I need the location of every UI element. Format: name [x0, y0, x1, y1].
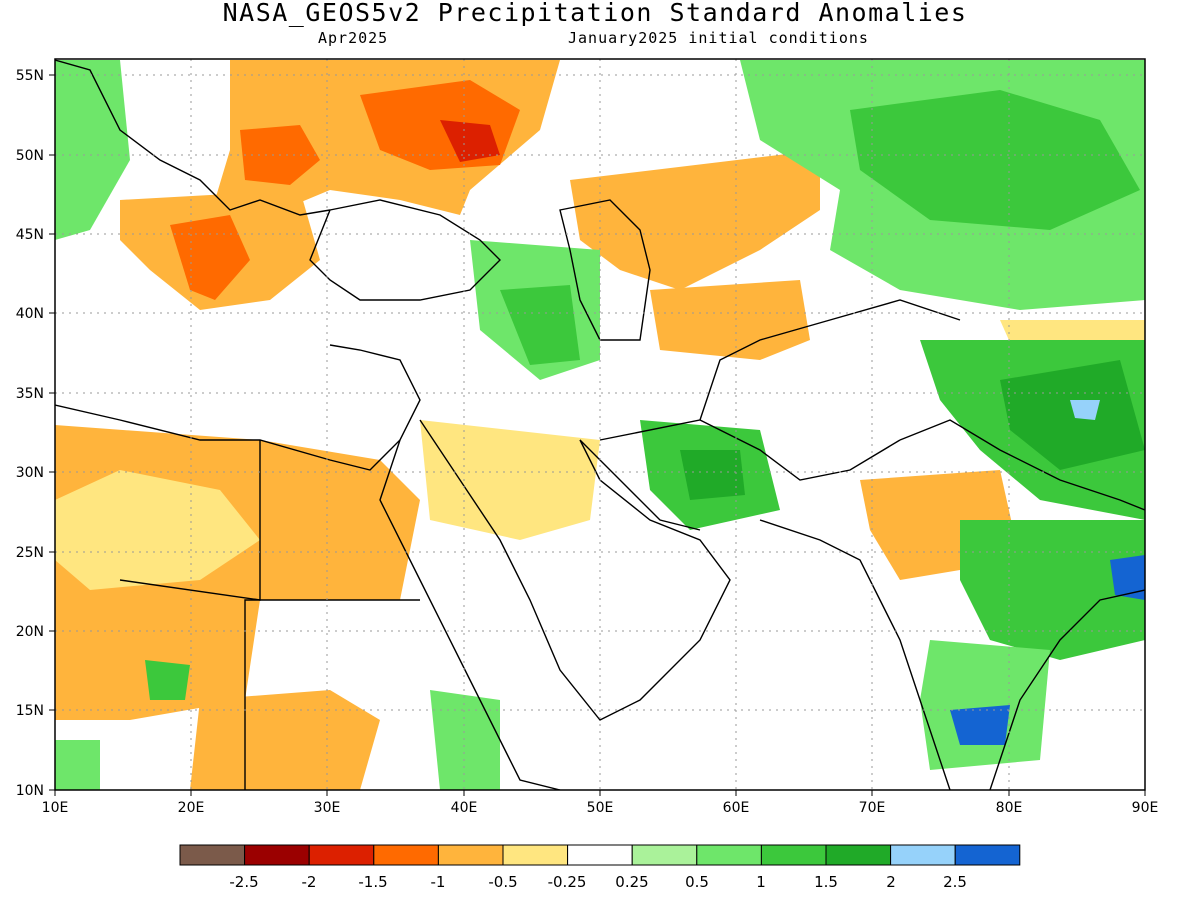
arabia-coast [419, 419, 731, 721]
ethiopia-wet-patch [430, 690, 500, 790]
colorbar-swatch [308, 844, 375, 866]
arabia-dry-light [420, 420, 600, 540]
med-south-coast [55, 344, 421, 471]
black-sea-coast [309, 199, 501, 301]
colorbar-swatch [567, 844, 633, 866]
colorbar-label: -0.25 [548, 873, 587, 891]
valid-month-label: Apr2025 [318, 29, 389, 47]
lat-label: 10N [16, 783, 44, 799]
lon-label: 20E [178, 800, 205, 816]
lon-label: 10E [42, 800, 69, 816]
colorbar-label: 2.5 [943, 873, 967, 891]
lat-label: 45N [16, 227, 44, 243]
lat-label: 15N [16, 703, 44, 719]
balkans-dry-core [170, 215, 250, 300]
sudan-dry-patch [190, 690, 380, 790]
colorbar-swatch [502, 844, 569, 866]
chad-wet-patch [145, 660, 190, 700]
colorbar [179, 844, 1021, 866]
tibet-wet-peak [1070, 400, 1100, 420]
caspian-coast [559, 199, 651, 341]
bangladesh-wet-core [1110, 555, 1145, 600]
lat-label: 25N [16, 545, 44, 561]
central-asia-border [699, 299, 961, 421]
map-title: NASA_GEOS5v2 Precipitation Standard Anom… [222, 0, 968, 27]
lon-label: 30E [314, 800, 341, 816]
red-sea-west-coast [379, 439, 561, 790]
lon-label: 50E [587, 800, 614, 816]
axis-ticks [49, 74, 1146, 796]
turkmen-dry-patch [650, 280, 810, 360]
colorbar-labels: -2.5 -2 -1.5 -1 -0.5 -0.25 0.25 0.5 1 1.… [229, 873, 967, 891]
central-asia-wet-core [850, 90, 1140, 230]
iran-border [599, 419, 901, 481]
libya-egypt-border [244, 440, 261, 790]
lon-label: 60E [723, 800, 750, 816]
south-india-wet-patch [920, 640, 1050, 770]
colorbar-swatch [179, 844, 246, 866]
lat-label: 30N [16, 465, 44, 481]
grid-lines [55, 59, 1145, 790]
lon-label: 70E [859, 800, 886, 816]
colorbar-label: 0.5 [685, 873, 709, 891]
lat-label: 50N [16, 148, 44, 164]
colorbar-label: -0.5 [488, 873, 517, 891]
colorbar-swatch [825, 844, 892, 866]
colorbar-swatch [631, 844, 698, 866]
anomaly-field [55, 59, 1145, 790]
tibet-wet-core [1000, 360, 1145, 470]
lon-label: 80E [996, 800, 1023, 816]
lon-label: 90E [1132, 800, 1159, 816]
lat-label: 40N [16, 306, 44, 322]
sahel-wet-patch [55, 740, 100, 790]
kazakh-dry-patch [570, 150, 820, 290]
colorbar-label: 1.5 [814, 873, 838, 891]
bengal-wet-patch [960, 520, 1145, 660]
colorbar-swatch [760, 844, 827, 866]
sudan-border [119, 579, 420, 601]
himalaya-border [899, 419, 1145, 511]
lat-labels: 55N 50N 45N 40N 35N 30N 25N 20N 15N 10N [16, 68, 44, 799]
europe-border [55, 59, 331, 216]
westeurope-wet-patch [55, 60, 130, 240]
lat-label: 55N [16, 68, 44, 84]
russia-dry-center [440, 120, 500, 162]
colorbar-label: -2 [302, 873, 317, 891]
colorbar-label: 0.25 [615, 873, 648, 891]
colorbar-label: 2 [886, 873, 896, 891]
colorbar-swatch [890, 844, 956, 866]
lon-labels: 10E 20E 30E 40E 50E 60E 70E 80E 90E [42, 800, 1159, 816]
colorbar-label: -2.5 [229, 873, 258, 891]
lat-label: 35N [16, 386, 44, 402]
caucasus-wet-core [500, 285, 580, 365]
lat-label: 20N [16, 624, 44, 640]
colorbar-label: -1.5 [358, 873, 387, 891]
coastlines [55, 59, 1145, 790]
south-india-wet-core [950, 705, 1010, 745]
colorbar-label: 1 [756, 873, 766, 891]
india-west-coast [759, 519, 951, 790]
colorbar-swatch [373, 844, 439, 866]
colorbar-label: -1 [431, 873, 446, 891]
lon-label: 40E [451, 800, 478, 816]
iran-wet-core [680, 450, 745, 500]
colorbar-swatch [437, 844, 504, 866]
india-east-coast [989, 589, 1145, 790]
colorbar-swatch [954, 844, 1021, 866]
colorbar-swatch [244, 844, 310, 866]
init-conditions-label: January2025 initial conditions [568, 29, 869, 47]
north-africa-dry-light [55, 470, 260, 590]
colorbar-swatch [696, 844, 762, 866]
